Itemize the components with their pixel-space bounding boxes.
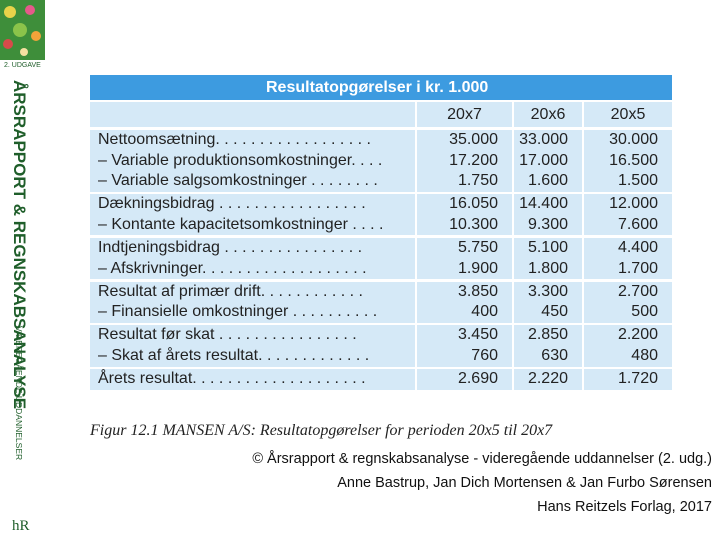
row-label: – Variable produktionsomkostninger. . . … (90, 150, 415, 172)
cell-value: 33.000 (514, 130, 582, 151)
cell-value: 480 (584, 346, 672, 367)
row-label: – Skat af årets resultat. . . . . . . . … (90, 346, 415, 367)
cell-value: 30.000 (584, 130, 672, 151)
cell-value: 1.720 (584, 369, 672, 390)
cell-value: 3.300 (514, 281, 582, 303)
row-label: – Variable salgsomkostninger . . . . . .… (90, 171, 415, 192)
cell-value: 630 (514, 346, 582, 367)
edition: 2. UDGAVE (4, 62, 41, 69)
column-header: 20x7 (417, 102, 512, 127)
row-label: Resultat af primær drift. . . . . . . . … (90, 281, 415, 303)
cell-value: 400 (417, 302, 512, 323)
row-label: Resultat før skat . . . . . . . . . . . … (90, 325, 415, 346)
cell-value: 3.850 (417, 281, 512, 303)
book-title: ÅRSRAPPORT & REGNSKABSANALYSE (10, 80, 29, 410)
cell-value: 3.450 (417, 325, 512, 346)
cell-value: 17.200 (417, 150, 512, 172)
row-label: Dækningsbidrag . . . . . . . . . . . . .… (90, 194, 415, 215)
cell-value: 2.200 (584, 325, 672, 346)
credit-line: Anne Bastrup, Jan Dich Mortensen & Jan F… (337, 475, 712, 491)
row-label: – Afskrivninger. . . . . . . . . . . . .… (90, 258, 415, 280)
cell-value: 10.300 (417, 214, 512, 236)
credit-line: © Årsrapport & regnskabsanalyse - videre… (252, 451, 712, 467)
cell-value: 12.000 (584, 194, 672, 215)
book-subtitle: VIDEREGÅENDE UDDANNELSER (14, 326, 24, 461)
cell-value: 450 (514, 302, 582, 323)
cell-value: 4.400 (584, 238, 672, 259)
cell-value: 7.600 (584, 214, 672, 236)
column-header: 20x5 (584, 102, 672, 127)
table: Resultatopgørelser i kr. 1.000 20x7 20x6 2… (90, 75, 672, 411)
cell-value: 2.850 (514, 325, 582, 346)
cell-value: 35.000 (417, 130, 512, 151)
row-label: – Kontante kapacitetsomkostninger . . . … (90, 214, 415, 236)
cell-value: 17.000 (514, 150, 582, 172)
cell-value: 500 (584, 302, 672, 323)
cell-value: 14.400 (514, 194, 582, 215)
cell-value: 2.690 (417, 369, 512, 390)
cell-value: 5.100 (514, 238, 582, 259)
cell-value: 1.600 (514, 171, 582, 192)
cell-value: 760 (417, 346, 512, 367)
flower-graphic (3, 5, 41, 56)
figure-caption: Figur 12.1 MANSEN A/S: Resultatopgørelse… (90, 422, 553, 439)
column-header: 20x6 (514, 102, 582, 127)
cell-value: 1.500 (584, 171, 672, 192)
cell-value: 16.500 (584, 150, 672, 172)
cover-art (0, 0, 45, 60)
credit-line: Hans Reitzels Forlag, 2017 (537, 499, 712, 515)
cell-value: 1.700 (584, 258, 672, 280)
row-label: – Finansielle omkostninger . . . . . . .… (90, 302, 415, 323)
cell-value: 2.700 (584, 281, 672, 303)
cell-value: 16.050 (417, 194, 512, 215)
cell-value: 1.900 (417, 258, 512, 280)
publisher-logo: hR (12, 518, 30, 534)
cell-value: 1.750 (417, 171, 512, 192)
cell-value: 1.800 (514, 258, 582, 280)
row-label: Nettoomsætning. . . . . . . . . . . . . … (90, 130, 415, 151)
credits: © Årsrapport & regnskabsanalyse - videre… (252, 447, 712, 519)
cell-value: 9.300 (514, 214, 582, 236)
row-label: Årets resultat. . . . . . . . . . . . . … (90, 369, 415, 390)
cell-value: 5.750 (417, 238, 512, 259)
table-title: Resultatopgørelser i kr. 1.000 (90, 75, 672, 100)
row-label: Indtjeningsbidrag . . . . . . . . . . . … (90, 238, 415, 259)
header-blank (90, 102, 415, 127)
cell-value: 2.220 (514, 369, 582, 390)
